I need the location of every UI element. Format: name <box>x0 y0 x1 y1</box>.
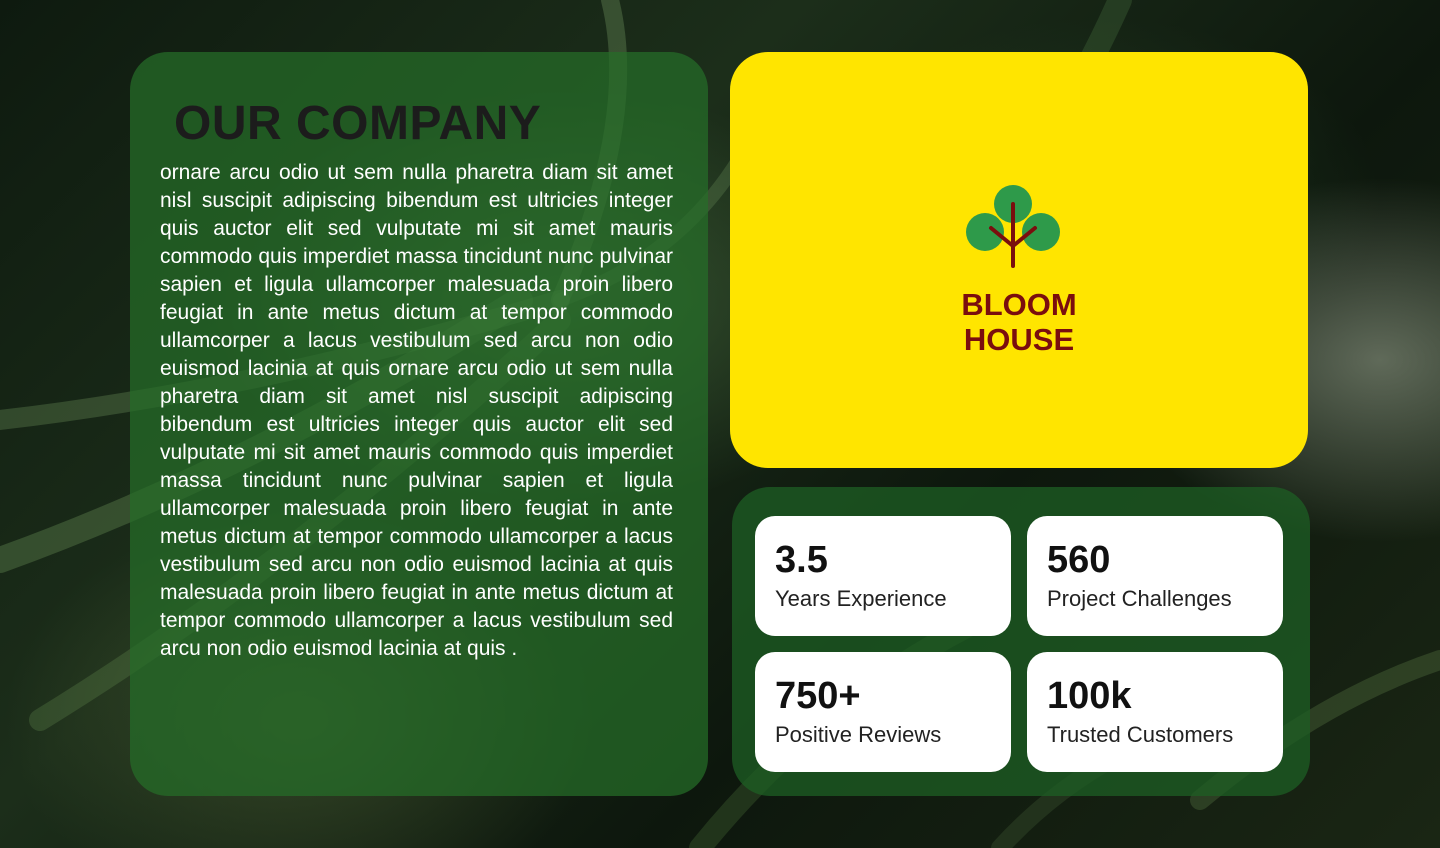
tree-icon <box>966 185 1060 268</box>
stat-card-projects: 560 Project Challenges <box>1027 516 1283 636</box>
company-panel: OUR COMPANY ornare arcu odio ut sem null… <box>130 52 708 796</box>
stat-value: 560 <box>1047 539 1111 581</box>
stat-label: Trusted Customers <box>1047 722 1234 747</box>
company-description: ornare arcu odio ut sem nulla pharetra d… <box>160 161 673 660</box>
brand-name-line-1: BLOOM <box>961 287 1077 322</box>
stat-card-customers: 100k Trusted Customers <box>1027 652 1283 772</box>
brand-name: BLOOM HOUSE <box>730 287 1308 357</box>
company-title: OUR COMPANY <box>174 97 542 150</box>
brand-name-line-2: HOUSE <box>963 322 1075 357</box>
stat-label: Project Challenges <box>1047 586 1232 611</box>
stat-value: 100k <box>1047 675 1132 717</box>
stat-value: 750+ <box>775 675 861 717</box>
stat-card-experience: 3.5 Years Experience <box>755 516 1011 636</box>
brand-logo-card: BLOOM HOUSE <box>730 52 1308 468</box>
stats-panel: 3.5 Years Experience 560 Project Challen… <box>732 487 1310 796</box>
stat-card-reviews: 750+ Positive Reviews <box>755 652 1011 772</box>
stat-label: Years Experience <box>775 586 947 611</box>
stat-value: 3.5 <box>775 539 828 581</box>
stat-label: Positive Reviews <box>775 722 942 747</box>
